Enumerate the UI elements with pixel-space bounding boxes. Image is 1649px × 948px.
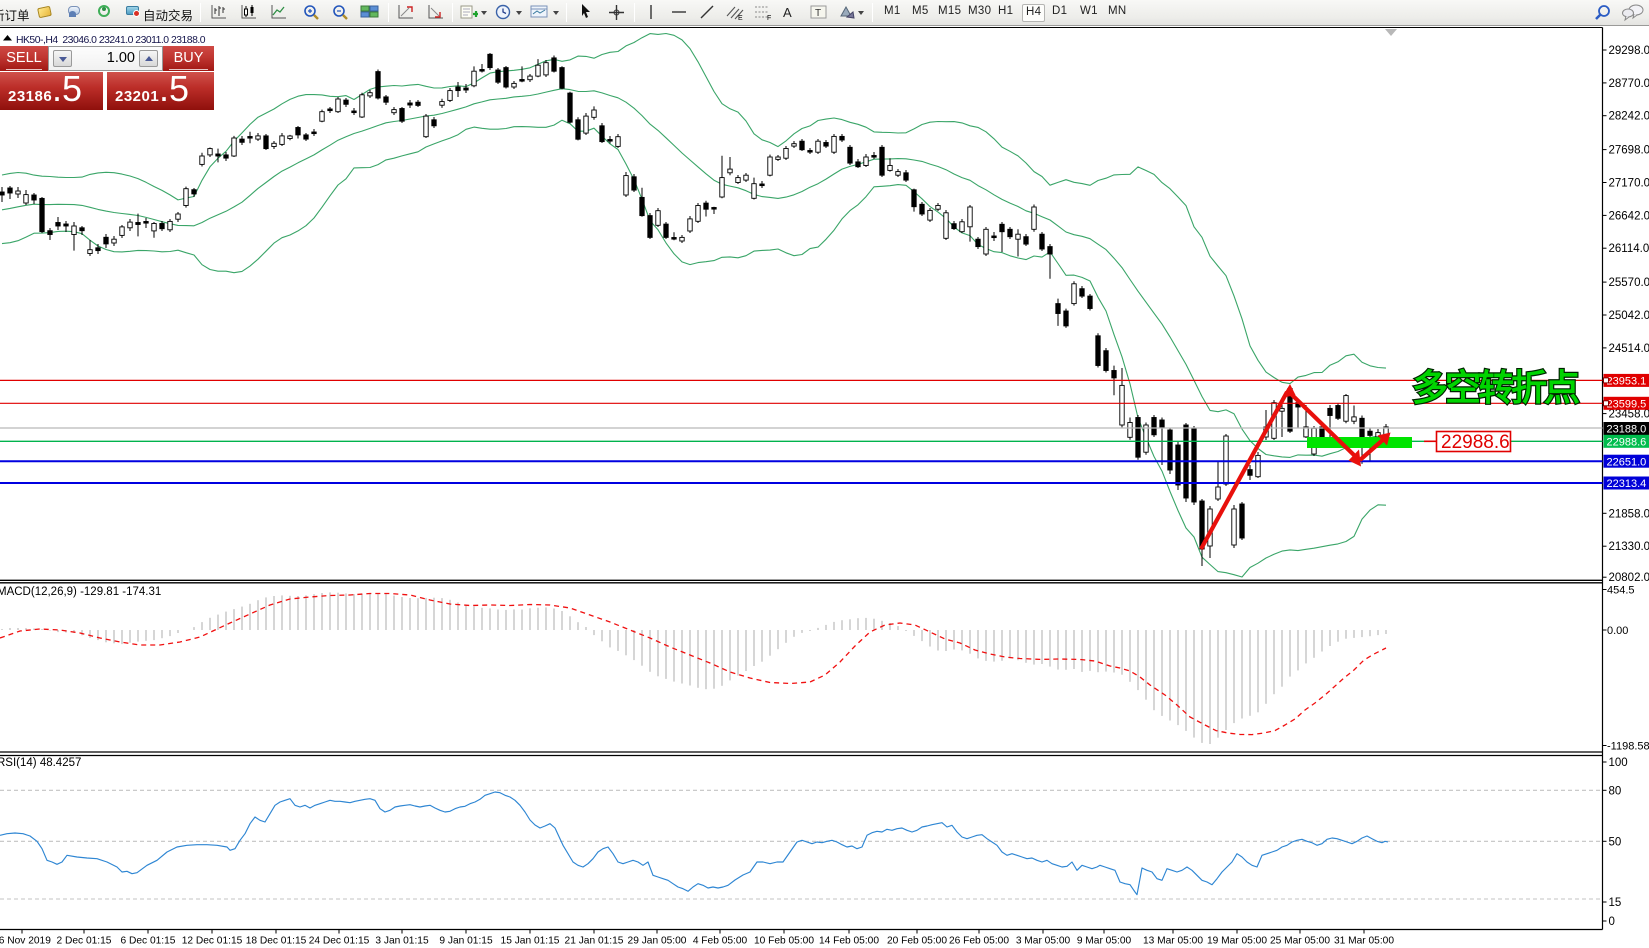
svg-text:RSI(14) 48.4257: RSI(14) 48.4257 [0, 757, 81, 769]
svg-text:28770.0: 28770.0 [1609, 78, 1649, 90]
svg-text:6 Dec 01:15: 6 Dec 01:15 [121, 936, 176, 947]
svg-text:24514.0: 24514.0 [1609, 343, 1649, 355]
svg-text:25570.0: 25570.0 [1609, 277, 1649, 289]
svg-text:14 Feb 05:00: 14 Feb 05:00 [819, 936, 879, 947]
svg-text:19 Mar 05:00: 19 Mar 05:00 [1207, 936, 1267, 947]
svg-text:80: 80 [1609, 785, 1622, 797]
svg-text:22313.4: 22313.4 [1607, 478, 1647, 490]
svg-text:29298.0: 29298.0 [1609, 45, 1649, 57]
svg-text:23953.1: 23953.1 [1607, 376, 1647, 388]
svg-text:31 Mar 05:00: 31 Mar 05:00 [1334, 936, 1394, 947]
svg-text:-1198.58: -1198.58 [1607, 741, 1649, 753]
svg-text:12 Dec 01:15: 12 Dec 01:15 [182, 936, 243, 947]
svg-text:23599.5: 23599.5 [1607, 399, 1647, 411]
svg-text:0: 0 [1609, 916, 1615, 928]
svg-text:26 Nov 2019: 26 Nov 2019 [0, 936, 51, 947]
svg-text:27170.0: 27170.0 [1609, 178, 1649, 190]
svg-text:24 Dec 01:15: 24 Dec 01:15 [309, 936, 370, 947]
svg-text:26642.0: 26642.0 [1609, 210, 1649, 222]
svg-text:21 Jan 01:15: 21 Jan 01:15 [565, 936, 624, 947]
svg-text:F: F [767, 15, 771, 21]
svg-text:0.00: 0.00 [1607, 625, 1628, 637]
svg-text:2 Dec 01:15: 2 Dec 01:15 [57, 936, 112, 947]
svg-text:23188.0: 23188.0 [1607, 424, 1647, 436]
svg-text:MACD(12,26,9) -129.81 -174.31: MACD(12,26,9) -129.81 -174.31 [0, 586, 161, 598]
svg-text:23458.0: 23458.0 [1609, 409, 1649, 421]
svg-text:3 Jan 01:15: 3 Jan 01:15 [375, 936, 429, 947]
svg-text:21858.0: 21858.0 [1609, 508, 1649, 520]
svg-text:E: E [738, 15, 743, 21]
svg-text:20802.0: 20802.0 [1609, 572, 1649, 584]
svg-text:多空转折点: 多空转折点 [1412, 367, 1579, 408]
svg-text:26 Feb 05:00: 26 Feb 05:00 [949, 936, 1009, 947]
svg-text:100: 100 [1609, 757, 1628, 769]
svg-text:22651.0: 22651.0 [1607, 456, 1647, 468]
svg-text:29 Jan 05:00: 29 Jan 05:00 [628, 936, 687, 947]
svg-text:9 Mar 05:00: 9 Mar 05:00 [1077, 936, 1132, 947]
svg-text:13 Mar 05:00: 13 Mar 05:00 [1143, 936, 1203, 947]
svg-text:15 Jan 01:15: 15 Jan 01:15 [501, 936, 560, 947]
svg-text:9 Jan 01:15: 9 Jan 01:15 [439, 936, 493, 947]
svg-text:22988.6: 22988.6 [1607, 437, 1647, 449]
svg-text:10 Feb 05:00: 10 Feb 05:00 [754, 936, 814, 947]
svg-text:T: T [815, 8, 821, 19]
svg-text:26114.0: 26114.0 [1609, 243, 1649, 255]
svg-text:4 Feb 05:00: 4 Feb 05:00 [693, 936, 748, 947]
svg-text:25 Mar 05:00: 25 Mar 05:00 [1270, 936, 1330, 947]
svg-text:18 Dec 01:15: 18 Dec 01:15 [246, 936, 307, 947]
svg-text:3 Mar 05:00: 3 Mar 05:00 [1016, 936, 1071, 947]
svg-text:21330.0: 21330.0 [1609, 541, 1649, 553]
svg-text:27698.0: 27698.0 [1609, 145, 1649, 157]
svg-text:28242.0: 28242.0 [1609, 111, 1649, 123]
svg-text:50: 50 [1609, 836, 1622, 848]
svg-text:25042.0: 25042.0 [1609, 310, 1649, 322]
svg-text:HK50-,H4 23046.0 23241.0 2301: HK50-,H4 23046.0 23241.0 23011.0 23188.0 [16, 35, 206, 46]
svg-text:15: 15 [1609, 897, 1622, 909]
svg-text:20 Feb 05:00: 20 Feb 05:00 [887, 936, 947, 947]
svg-text:454.5: 454.5 [1607, 585, 1635, 597]
svg-text:22988.6: 22988.6 [1441, 432, 1510, 453]
